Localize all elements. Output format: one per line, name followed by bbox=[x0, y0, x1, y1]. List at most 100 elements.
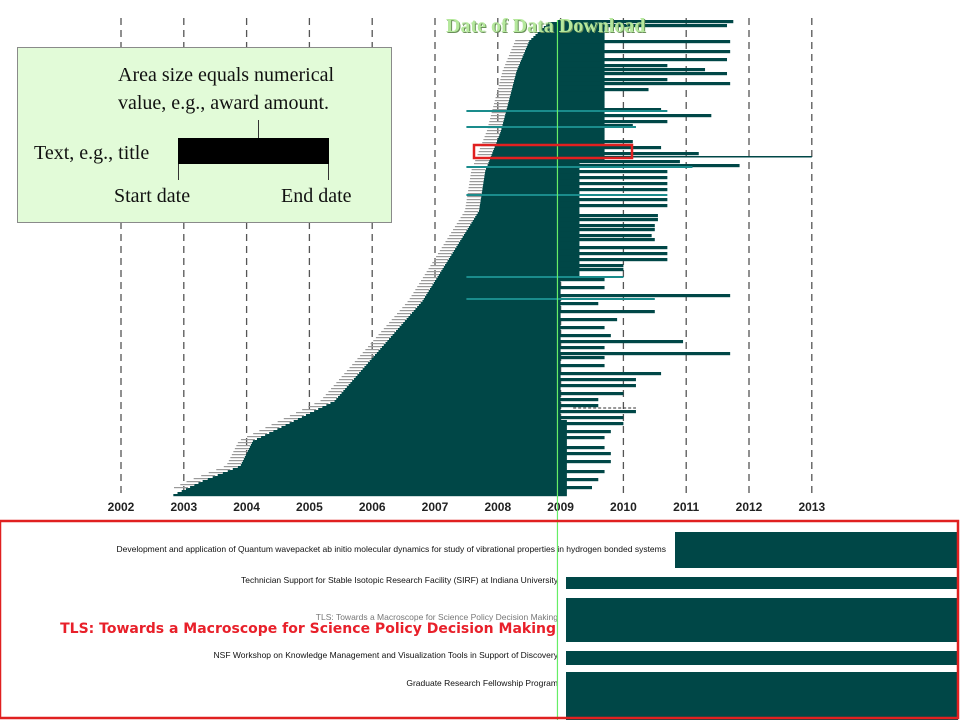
award-bar bbox=[482, 190, 580, 193]
award-title-fringe bbox=[331, 388, 346, 390]
award-title-fringe bbox=[473, 163, 488, 165]
award-title-fringe bbox=[389, 322, 404, 324]
award-title-fringe bbox=[465, 205, 480, 207]
award-bar bbox=[503, 120, 605, 123]
award-bar bbox=[496, 142, 605, 145]
award-bar bbox=[477, 212, 580, 215]
extended-award-bar bbox=[557, 204, 668, 208]
award-bar bbox=[246, 452, 567, 455]
award-bar bbox=[447, 260, 580, 263]
award-title-fringe bbox=[470, 175, 485, 177]
zoom-award-label: TLS: Towards a Macroscope for Science Po… bbox=[316, 612, 558, 622]
tick-label-2010: 2010 bbox=[610, 500, 637, 514]
award-title-fringe bbox=[500, 79, 515, 81]
award-bar bbox=[387, 340, 561, 343]
award-bar bbox=[397, 328, 561, 331]
award-bars bbox=[173, 20, 812, 497]
extended-award-bar bbox=[557, 478, 599, 482]
award-title-fringe bbox=[464, 211, 479, 213]
award-bar bbox=[366, 364, 561, 367]
award-title-fringe bbox=[462, 214, 477, 216]
award-bar bbox=[484, 176, 580, 179]
award-bar bbox=[251, 442, 567, 445]
award-bar bbox=[460, 240, 580, 243]
award-title-fringe bbox=[477, 154, 492, 156]
x-axis-tick-labels: 2002 2003 2004 2005 2006 2007 2008 2009 2010 2011… bbox=[108, 500, 826, 514]
award-bar bbox=[505, 114, 605, 117]
extended-award-bar bbox=[557, 318, 618, 322]
extended-award-bar bbox=[557, 416, 624, 420]
extended-award-bar bbox=[557, 40, 731, 44]
award-bar bbox=[373, 356, 561, 359]
award-bar bbox=[348, 384, 561, 387]
award-bar bbox=[403, 322, 561, 325]
award-title-fringe bbox=[506, 61, 521, 63]
extended-award-bar bbox=[557, 72, 728, 76]
extended-award-bar bbox=[557, 460, 611, 464]
tick-label-2005: 2005 bbox=[296, 500, 323, 514]
award-title-fringe bbox=[296, 412, 311, 414]
award-bar bbox=[318, 408, 561, 411]
award-title-fringe bbox=[325, 394, 340, 396]
award-title-fringe bbox=[495, 97, 510, 99]
award-bar bbox=[533, 36, 605, 39]
award-title-fringe bbox=[511, 49, 526, 51]
award-bar bbox=[385, 342, 561, 345]
extended-award-bar bbox=[557, 452, 611, 456]
extended-award-bar bbox=[557, 384, 636, 388]
award-title-fringe bbox=[328, 391, 343, 393]
award-bar bbox=[446, 262, 580, 265]
award-bar bbox=[483, 184, 580, 187]
award-title-fringe bbox=[501, 76, 516, 78]
award-title-fringe bbox=[333, 385, 348, 387]
tick-label-2013: 2013 bbox=[798, 500, 825, 514]
tick-label-2009: 2009 bbox=[547, 500, 574, 514]
award-bar bbox=[173, 494, 567, 497]
extended-award-bar bbox=[557, 238, 655, 242]
award-title-fringe bbox=[228, 460, 243, 462]
award-title-fringe bbox=[499, 82, 514, 84]
extended-award-bar bbox=[557, 470, 605, 474]
award-bar bbox=[408, 316, 561, 319]
award-title-fringe bbox=[346, 370, 361, 372]
award-bar bbox=[442, 268, 580, 271]
award-bar bbox=[512, 86, 605, 89]
extended-award-bar bbox=[557, 258, 668, 262]
highlighted-award-bar bbox=[466, 126, 636, 128]
zoom-award-bar bbox=[566, 672, 958, 700]
extended-award-bar bbox=[557, 352, 731, 356]
award-bar bbox=[429, 288, 561, 291]
award-title-fringe bbox=[465, 208, 480, 210]
award-bar bbox=[488, 162, 580, 165]
extended-award-bar bbox=[557, 486, 592, 490]
award-bar bbox=[364, 366, 561, 369]
award-bar bbox=[500, 132, 605, 135]
extended-award-bar bbox=[557, 24, 728, 28]
extended-award-bar bbox=[557, 214, 658, 218]
extended-award-bar bbox=[557, 160, 680, 164]
award-title-fringe bbox=[490, 118, 505, 120]
award-title-fringe bbox=[489, 121, 504, 123]
award-title-fringe bbox=[456, 223, 471, 225]
award-bar bbox=[256, 438, 567, 441]
award-bar bbox=[522, 56, 605, 59]
award-bar bbox=[468, 226, 580, 229]
award-title-fringe bbox=[443, 244, 458, 246]
extended-award-bar bbox=[557, 120, 668, 124]
award-bar bbox=[392, 334, 561, 337]
award-bar bbox=[487, 164, 580, 167]
extended-award-bar bbox=[557, 346, 605, 350]
award-bar bbox=[531, 38, 605, 41]
zoom-panel-border bbox=[0, 519, 960, 720]
award-title-fringe bbox=[488, 124, 503, 126]
legend-area-text-2: value, e.g., award amount. bbox=[118, 92, 330, 114]
award-bar bbox=[390, 336, 561, 339]
extended-award-bar bbox=[557, 264, 624, 268]
award-bar bbox=[237, 466, 567, 469]
download-date-label: Date of Data Download bbox=[446, 15, 646, 37]
tick-label-2008: 2008 bbox=[484, 500, 511, 514]
extended-award-bar bbox=[557, 58, 728, 62]
extended-award-bar bbox=[557, 430, 611, 434]
zoom-award-label: Development and application of Quantum w… bbox=[117, 544, 667, 554]
award-bar bbox=[265, 434, 567, 437]
